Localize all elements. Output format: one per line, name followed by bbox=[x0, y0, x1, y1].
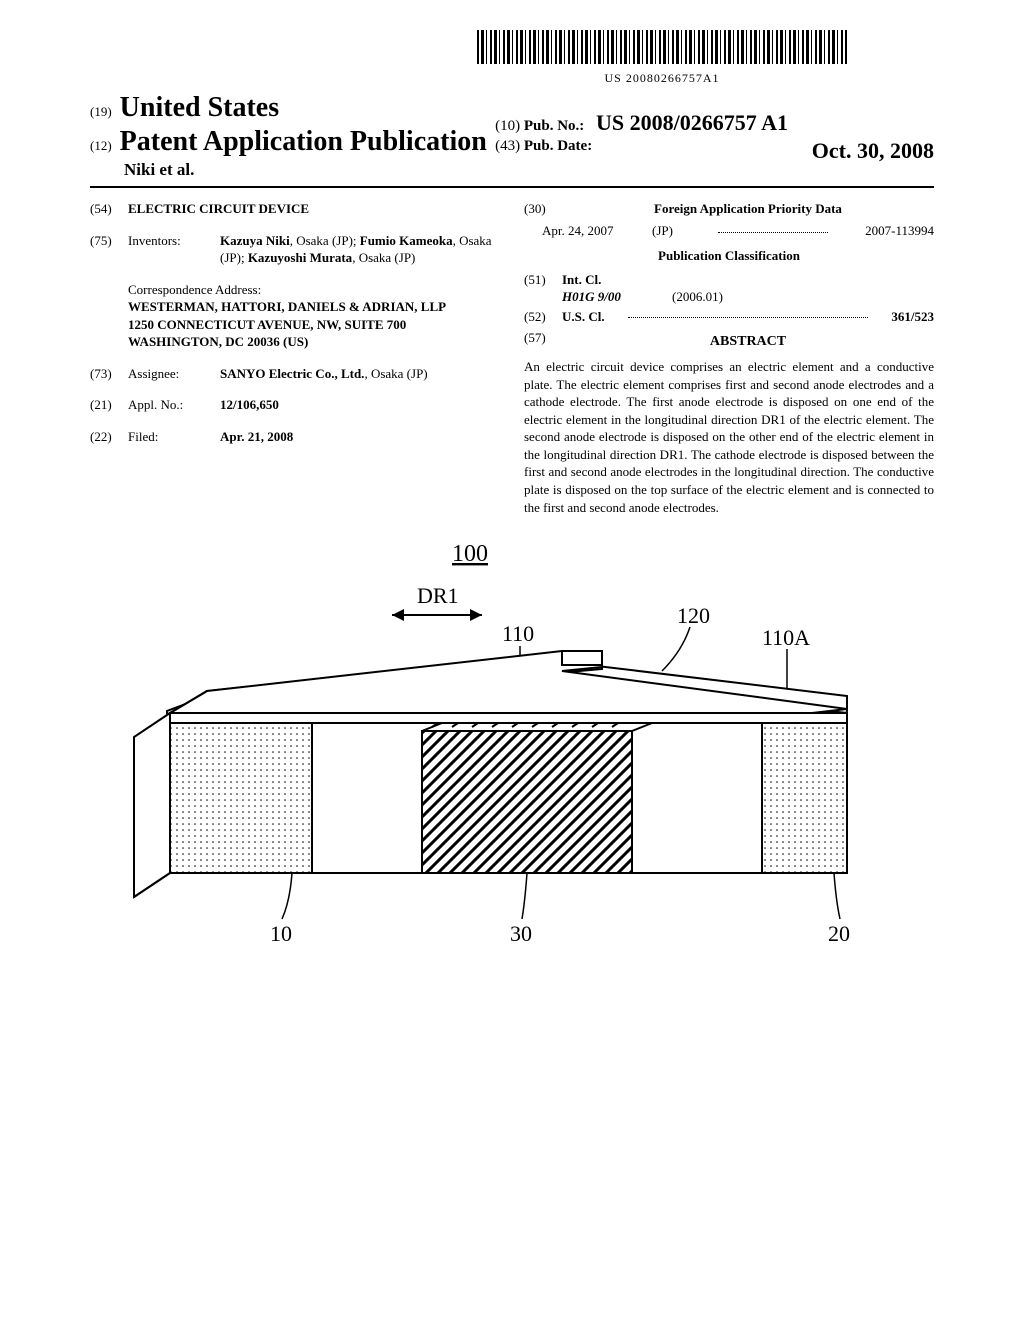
code-10: (10) bbox=[495, 118, 520, 134]
biblio-columns: (54) ELECTRIC CIRCUIT DEVICE (75) Invent… bbox=[90, 200, 934, 516]
code-19: (19) bbox=[90, 104, 112, 119]
abstract-text: An electric circuit device comprises an … bbox=[524, 358, 934, 516]
fig-label-10: 10 bbox=[270, 921, 292, 946]
field-54: (54) ELECTRIC CIRCUIT DEVICE bbox=[90, 200, 500, 218]
code-73: (73) bbox=[90, 365, 128, 383]
priority-row: Apr. 24, 2007 (JP) 2007-113994 bbox=[524, 222, 934, 240]
fig-label-30: 30 bbox=[510, 921, 532, 946]
pub-no-label: Pub. No.: bbox=[524, 118, 584, 134]
priority-country: (JP) bbox=[652, 222, 712, 240]
invention-title: ELECTRIC CIRCUIT DEVICE bbox=[128, 200, 309, 218]
inventor-3-loc: , Osaka (JP) bbox=[352, 250, 415, 265]
code-30: (30) bbox=[524, 200, 562, 218]
code-51: (51) bbox=[524, 271, 562, 289]
intcl-version: (2006.01) bbox=[672, 288, 723, 306]
field-73: (73) Assignee: SANYO Electric Co., Ltd.,… bbox=[90, 365, 500, 383]
publication-type: Patent Application Publication bbox=[120, 126, 487, 157]
left-column: (54) ELECTRIC CIRCUIT DEVICE (75) Invent… bbox=[90, 200, 500, 516]
priority-date: Apr. 24, 2007 bbox=[542, 222, 652, 240]
field-75: (75) Inventors: Kazuya Niki, Osaka (JP);… bbox=[90, 232, 500, 267]
code-21: (21) bbox=[90, 396, 128, 414]
priority-number: 2007-113994 bbox=[834, 222, 934, 240]
code-43: (43) bbox=[495, 138, 520, 154]
applno-value: 12/106,650 bbox=[220, 396, 500, 414]
label-intcl: Int. Cl. bbox=[562, 271, 632, 289]
pub-date-label: Pub. Date: bbox=[524, 138, 592, 154]
patent-page: US 20080266757A1 (19) United States (12)… bbox=[0, 0, 1024, 1320]
code-52: (52) bbox=[524, 308, 562, 326]
inventors-value: Kazuya Niki, Osaka (JP); Fumio Kameoka , … bbox=[220, 232, 500, 267]
assignee-name: SANYO Electric Co., Ltd. bbox=[220, 366, 364, 381]
inventor-1-loc: , Osaka (JP); bbox=[290, 233, 360, 248]
assignee-value: SANYO Electric Co., Ltd., Osaka (JP) bbox=[220, 365, 500, 383]
correspondence-line-3: WASHINGTON, DC 20036 (US) bbox=[128, 333, 500, 351]
filed-value: Apr. 21, 2008 bbox=[220, 428, 500, 446]
label-uscl: U.S. Cl. bbox=[562, 308, 622, 326]
right-column: (30) Foreign Application Priority Data A… bbox=[524, 200, 934, 516]
fig-label-110: 110 bbox=[502, 621, 534, 646]
pub-no-value: US 2008/0266757 A1 bbox=[596, 110, 788, 135]
dotted-leader bbox=[718, 222, 828, 233]
code-54: (54) bbox=[90, 200, 128, 218]
barcode-graphic bbox=[477, 30, 847, 64]
pub-date-value: Oct. 30, 2008 bbox=[812, 138, 934, 164]
inventor-3: Kazuyoshi Murata bbox=[248, 250, 352, 265]
correspondence-block: Correspondence Address: WESTERMAN, HATTO… bbox=[128, 281, 500, 351]
header: (19) United States (12) Patent Applicati… bbox=[90, 92, 934, 180]
field-22: (22) Filed: Apr. 21, 2008 bbox=[90, 428, 500, 446]
abstract-title: ABSTRACT bbox=[562, 333, 934, 352]
field-52: (52) U.S. Cl. 361/523 bbox=[524, 308, 934, 326]
figure-area: 100 DR1 110 120 110A bbox=[90, 541, 934, 1021]
label-assignee: Assignee: bbox=[128, 365, 220, 383]
figure-svg: 100 DR1 110 120 110A bbox=[122, 541, 902, 1001]
fig-label-120: 120 bbox=[677, 603, 710, 628]
code-22: (22) bbox=[90, 428, 128, 446]
field-51: (51) Int. Cl. bbox=[524, 271, 934, 289]
fig-label-dr1: DR1 bbox=[417, 583, 459, 608]
field-21: (21) Appl. No.: 12/106,650 bbox=[90, 396, 500, 414]
label-inventors: Inventors: bbox=[128, 232, 220, 267]
code-57: (57) bbox=[524, 329, 562, 358]
authors-line: Niki et al. bbox=[124, 160, 495, 180]
barcode-area: US 20080266757A1 bbox=[90, 30, 934, 86]
correspondence-label: Correspondence Address: bbox=[128, 281, 500, 299]
intcl-value-row: H01G 9/00 (2006.01) bbox=[524, 288, 934, 306]
header-right: (10) Pub. No.: US 2008/0266757 A1 (43) P… bbox=[495, 92, 934, 164]
pub-classification-title: Publication Classification bbox=[524, 247, 934, 265]
field-30: (30) Foreign Application Priority Data bbox=[524, 200, 934, 218]
inventor-1: Kazuya Niki bbox=[220, 233, 290, 248]
header-left: (19) United States (12) Patent Applicati… bbox=[90, 92, 495, 180]
correspondence-line-2: 1250 CONNECTICUT AVENUE, NW, SUITE 700 bbox=[128, 316, 500, 334]
country-name: United States bbox=[120, 92, 279, 123]
fig-label-20: 20 bbox=[828, 921, 850, 946]
dotted-leader-2 bbox=[628, 308, 868, 318]
code-75: (75) bbox=[90, 232, 128, 267]
inventor-2: Fumio Kameoka bbox=[360, 233, 453, 248]
assignee-loc: , Osaka (JP) bbox=[364, 366, 427, 381]
intcl-class: H01G 9/00 bbox=[562, 288, 672, 306]
barcode-text: US 20080266757A1 bbox=[390, 71, 934, 86]
foreign-priority-title: Foreign Application Priority Data bbox=[562, 200, 934, 218]
fig-label-110a: 110A bbox=[762, 625, 810, 650]
label-applno: Appl. No.: bbox=[128, 396, 220, 414]
fig-label-100: 100 bbox=[452, 541, 488, 567]
field-57: (57) ABSTRACT bbox=[524, 329, 934, 358]
divider bbox=[90, 186, 934, 188]
label-filed: Filed: bbox=[128, 428, 220, 446]
uscl-value: 361/523 bbox=[874, 308, 934, 326]
code-12: (12) bbox=[90, 138, 112, 153]
correspondence-line-1: WESTERMAN, HATTORI, DANIELS & ADRIAN, LL… bbox=[128, 298, 500, 316]
